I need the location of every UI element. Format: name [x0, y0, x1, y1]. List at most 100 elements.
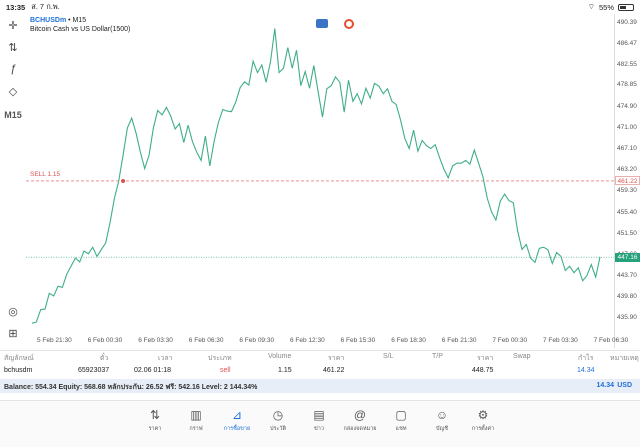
tab-account[interactable]: ☺ บัญชี: [422, 407, 462, 433]
time-tick-label: 7 Feb 03:30: [543, 337, 578, 344]
time-tick-label: 6 Feb 12:30: [290, 337, 325, 344]
column-header[interactable]: เวลา: [158, 355, 173, 362]
history-icon: ◷: [272, 408, 284, 422]
tab-label: กราฟ: [189, 426, 203, 432]
price-tick-label: 467.10: [617, 145, 637, 153]
tab-label: กล่องจดหมาย: [343, 426, 377, 432]
tab-chat[interactable]: ▢ แชท: [381, 407, 421, 433]
settings-icon: ⚙: [477, 408, 489, 422]
price-series-line: [31, 28, 601, 324]
signal-icon[interactable]: [344, 19, 354, 29]
crosshair-icon[interactable]: ✛: [8, 19, 18, 32]
balance-text: Balance: 554.34 Equity: 568.68 หลักประกั…: [4, 384, 258, 391]
price-chart[interactable]: [26, 14, 614, 348]
time-tick-label: 6 Feb 09:30: [239, 337, 275, 344]
cell-time: 02.06 01:18: [134, 367, 171, 374]
column-header[interactable]: กำไร: [578, 355, 594, 362]
price-tick-label: 435.90: [617, 314, 637, 322]
column-header[interactable]: หมายเหตุ: [610, 355, 639, 362]
total-profit: 14.34: [596, 382, 614, 389]
symbol-description: Bitcoin Cash vs US Dollar(1500): [30, 26, 131, 33]
trade-chart-icon: ⊿: [231, 408, 243, 422]
column-header[interactable]: T/P: [432, 353, 443, 360]
balance-bar: Balance: 554.34 Equity: 568.68 หลักประกั…: [0, 379, 640, 393]
price-tick-label: 463.20: [617, 166, 637, 174]
price-tick-label: 486.47: [617, 39, 637, 47]
time-tick-label: 6 Feb 03:30: [138, 337, 173, 344]
chart-header-icons: [316, 19, 354, 29]
tab-label: การซื้อขาย: [223, 426, 251, 432]
price-tick-label: 451.50: [617, 229, 637, 237]
price-tick-label: 443.70: [617, 271, 637, 279]
symbol-timeframe: • M15: [66, 17, 87, 24]
tab-label: แชท: [395, 426, 407, 432]
column-header[interactable]: Swap: [513, 353, 531, 360]
time-tick-label: 5 Feb 21:30: [37, 337, 72, 344]
objects-icon[interactable]: ◇: [8, 85, 18, 98]
column-header[interactable]: ราคา: [328, 355, 345, 362]
tab-settings[interactable]: ⚙ การตั้งค่า: [463, 407, 503, 433]
time-tick-label: 7 Feb 00:30: [492, 337, 528, 344]
status-right: ⌔ 55%: [588, 2, 634, 12]
indicators-icon[interactable]: ⇅: [8, 41, 18, 54]
wifi-icon: ⌔: [587, 2, 595, 11]
tab-mail-at[interactable]: @ กล่องจดหมาย: [340, 407, 380, 433]
price-axis: [614, 14, 640, 348]
price-tick-label: 459.30: [617, 187, 637, 195]
chart-bars-icon: ▥: [190, 408, 202, 422]
tab-label: ข่าว: [314, 426, 324, 432]
battery-percent: 55%: [598, 2, 614, 12]
cell-profit: 14.34: [577, 367, 595, 374]
chart-toolbar: ✛ ⇅ ƒ ◇ M15 ◎ ⊞: [0, 14, 26, 344]
column-header[interactable]: สัญลักษณ์: [4, 355, 34, 362]
tab-label: ราคา: [148, 426, 162, 432]
price-tick-label: 490.39: [617, 18, 637, 26]
price-tick-label: 471.00: [617, 123, 637, 131]
function-icon[interactable]: ƒ: [9, 63, 17, 75]
add-chart-icon[interactable]: ⊞: [8, 327, 18, 340]
account-icon: ☺: [435, 408, 449, 422]
column-header[interactable]: S/L: [383, 353, 394, 360]
column-header[interactable]: ราคา: [477, 355, 494, 362]
time-tick-label: 6 Feb 18:30: [391, 337, 426, 344]
table-row[interactable]: bchusdm 65923037 02.06 01:18 sell 1.15 4…: [0, 364, 640, 377]
zoom-icon[interactable]: ◎: [8, 305, 18, 318]
time-tick-label: 6 Feb 15:30: [340, 337, 376, 344]
price-tick-label: 478.85: [617, 81, 637, 89]
battery-icon: [618, 3, 634, 11]
one-click-trading-icon[interactable]: [316, 19, 328, 28]
timeframe-button[interactable]: M15: [4, 110, 22, 120]
price-tick-label: 439.80: [617, 293, 637, 301]
symbol-code: BCHUSDm: [30, 17, 67, 24]
column-header[interactable]: ประเภท: [208, 355, 232, 362]
arrows-updown-icon: ⇅: [149, 408, 161, 422]
column-header[interactable]: ตั๋ว: [100, 355, 109, 362]
time-tick-label: 6 Feb 06:30: [188, 337, 224, 344]
tab-news[interactable]: ▤ ข่าว: [299, 407, 339, 433]
cell-current-price: 448.75: [472, 367, 494, 374]
currency: USD: [617, 382, 632, 389]
cell-symbol: bchusdm: [4, 367, 33, 374]
time-tick-label: 6 Feb 21:30: [441, 337, 477, 344]
tab-history[interactable]: ◷ ประวัติ: [258, 407, 298, 433]
tab-trade-chart[interactable]: ⊿ การซื้อขาย: [217, 407, 257, 433]
sell-order-label: SELL 1.15: [30, 171, 61, 178]
cell-type: sell: [220, 367, 231, 374]
tab-chart-bars[interactable]: ▥ กราฟ: [176, 407, 216, 433]
price-tick-label: 482.55: [617, 61, 637, 69]
tab-arrows-updown[interactable]: ⇅ ราคา: [135, 407, 175, 433]
cell-volume: 1.15: [278, 367, 292, 374]
tab-label: บัญชี: [436, 426, 448, 432]
column-header[interactable]: Volume: [268, 353, 292, 360]
status-time: 13:35: [6, 2, 26, 12]
bid-price-tag: 447.16: [615, 252, 640, 262]
price-tick-label: 455.40: [617, 208, 637, 216]
order-price-tag: 461.22: [615, 176, 640, 186]
chat-icon: ▢: [395, 408, 407, 422]
trade-table-header: สัญลักษณ์ ตั๋ว เวลา ประเภท Volume ราคา S/L T/P ร…: [0, 350, 640, 362]
price-tick-label: 474.90: [617, 102, 637, 110]
time-tick-label: 7 Feb 06:30: [593, 337, 629, 344]
news-icon: ▤: [313, 408, 325, 422]
mail-at-icon: @: [353, 408, 367, 422]
time-tick-label: 6 Feb 00:30: [87, 337, 123, 344]
